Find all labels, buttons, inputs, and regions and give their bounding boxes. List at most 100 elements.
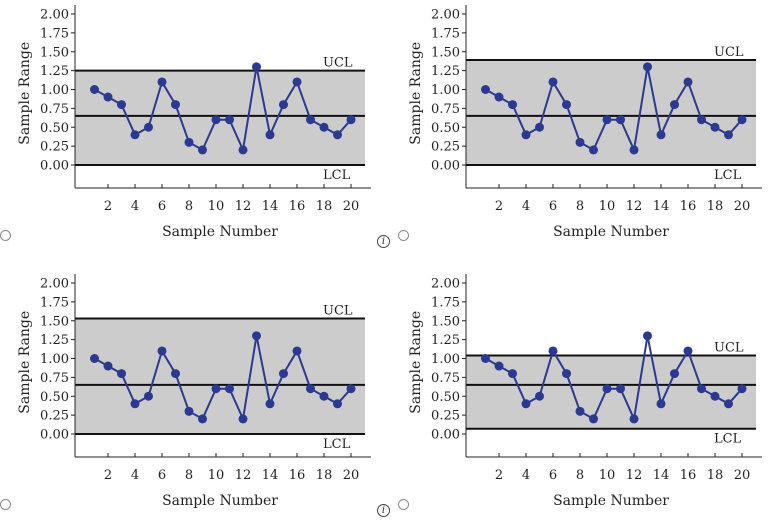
y-tick-label: 0.50: [40, 121, 69, 136]
ucl-label: UCL: [323, 303, 353, 318]
y-tick-label: 1.50: [40, 314, 69, 329]
x-tick-label: 14: [653, 199, 670, 214]
x-tick-label: 8: [576, 468, 584, 483]
data-point: [481, 85, 490, 94]
x-tick-label: 6: [549, 199, 557, 214]
y-tick-label: 1.75: [40, 26, 69, 41]
data-point: [130, 399, 140, 409]
y-tick-label: 1.25: [40, 333, 69, 348]
y-tick-label: 0.25: [431, 409, 460, 424]
x-axis-title: Sample Number: [553, 493, 669, 509]
radio-option-c[interactable]: [0, 499, 11, 510]
x-tick-label: 18: [707, 468, 724, 483]
data-point: [252, 331, 261, 341]
y-axis-title: Sample Range: [408, 311, 424, 414]
y-tick-label: 1.50: [40, 45, 69, 60]
option-d: UCL LCL 0.00 0.25 0.50 0.75 1.00 1.25 1.50 1.75 2.…: [398, 269, 775, 532]
data-point: [697, 384, 706, 394]
y-tick-label: 0.00: [40, 159, 69, 174]
x-tick-label: 20: [343, 199, 360, 214]
y-tick-label: 1.00: [40, 83, 69, 98]
x-tick-label: 4: [131, 199, 139, 214]
y-tick-label: 0.75: [431, 102, 460, 117]
control-band: [466, 60, 756, 165]
y-tick-label: 0.00: [431, 428, 460, 443]
data-point: [535, 122, 544, 132]
data-point: [306, 115, 315, 125]
data-point: [265, 399, 275, 409]
data-point: [508, 100, 517, 110]
x-tick-label: 14: [262, 199, 279, 214]
y-tick-label: 2.00: [40, 8, 69, 23]
data-point: [643, 331, 652, 341]
lcl-label: LCL: [714, 432, 742, 447]
y-axis-title: Sample Range: [17, 311, 33, 414]
y-tick-label: 0.00: [40, 428, 69, 443]
data-point: [508, 369, 517, 379]
y-tick-label: 0.25: [40, 409, 69, 424]
radio-option-d[interactable]: [398, 499, 409, 510]
radio-option-a[interactable]: [0, 230, 11, 241]
x-tick-label: 4: [522, 468, 530, 483]
data-point: [265, 130, 275, 140]
option-a: UCL LCL 0.00 0.25 0.50 0.75 1.00 1.25 1.50 1.75 2.…: [0, 0, 375, 266]
data-point: [103, 361, 113, 371]
data-point: [346, 384, 356, 394]
x-tick-label: 12: [235, 468, 252, 483]
y-tick-label: 1.75: [40, 295, 69, 310]
data-point: [130, 130, 140, 140]
radio-option-b[interactable]: [398, 230, 409, 241]
x-tick-label: 6: [549, 468, 557, 483]
y-tick-label: 0.00: [431, 159, 460, 174]
x-tick-label: 2: [104, 468, 112, 483]
y-tick-label: 0.50: [431, 390, 460, 405]
x-tick-label: 18: [316, 468, 333, 483]
x-tick-label: 18: [316, 199, 333, 214]
data-point: [279, 369, 288, 379]
y-tick-label: 0.75: [431, 371, 460, 386]
info-icon[interactable]: i: [377, 235, 390, 248]
y-tick-label: 1.00: [431, 83, 460, 98]
control-chart-c: UCL LCL 0.00 0.25 0.50 0.75 1.00 1.25 1.50 1.75 2.…: [17, 274, 371, 509]
data-point: [683, 77, 693, 87]
data-point: [670, 100, 679, 110]
data-point: [319, 122, 329, 132]
data-point: [656, 399, 666, 409]
x-tick-label: 16: [680, 199, 697, 214]
data-point: [198, 145, 207, 155]
x-tick-label: 20: [343, 468, 360, 483]
y-tick-label: 1.25: [431, 64, 460, 79]
control-band: [466, 355, 756, 429]
data-point: [117, 369, 126, 379]
y-axis-title: Sample Range: [17, 42, 33, 145]
data-point: [494, 92, 504, 102]
y-tick-label: 0.50: [40, 390, 69, 405]
x-tick-label: 12: [235, 199, 252, 214]
x-tick-label: 14: [653, 468, 670, 483]
x-tick-label: 10: [599, 199, 616, 214]
data-point: [171, 369, 180, 379]
data-point: [157, 346, 167, 356]
data-point: [144, 391, 153, 401]
x-tick-label: 2: [495, 199, 503, 214]
y-tick-label: 1.75: [431, 26, 460, 41]
data-point: [629, 145, 639, 155]
x-tick-label: 2: [495, 468, 503, 483]
data-point: [575, 137, 585, 147]
option-b: UCL LCL 0.00 0.25 0.50 0.75 1.00 1.25 1.50 1.75 2.…: [398, 0, 775, 266]
data-point: [724, 399, 733, 409]
x-tick-label: 6: [158, 199, 166, 214]
x-tick-label: 18: [707, 199, 724, 214]
info-icon[interactable]: i: [377, 504, 390, 517]
data-point: [521, 130, 531, 140]
data-point: [562, 369, 571, 379]
x-tick-label: 4: [131, 468, 139, 483]
x-tick-label: 2: [104, 199, 112, 214]
data-point: [521, 399, 531, 409]
y-tick-label: 0.75: [40, 102, 69, 117]
data-point: [184, 406, 194, 416]
data-point: [589, 414, 598, 424]
data-point: [656, 130, 666, 140]
data-point: [616, 384, 625, 394]
data-point: [117, 100, 126, 110]
